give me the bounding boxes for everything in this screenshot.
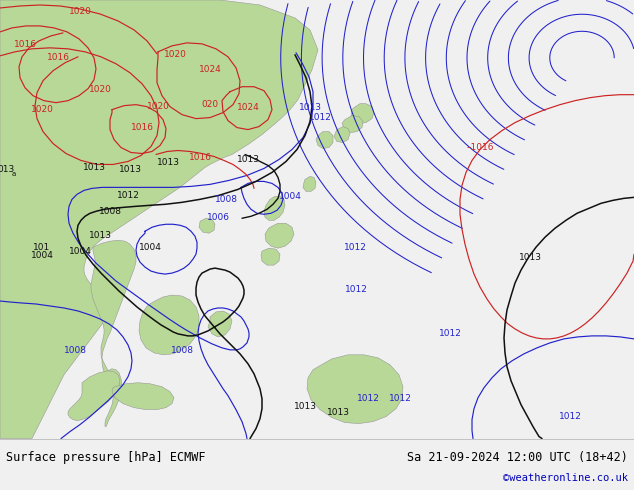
Text: 1008: 1008 xyxy=(63,346,86,355)
Text: 1013: 1013 xyxy=(519,253,541,262)
Text: 1013: 1013 xyxy=(119,165,141,174)
Polygon shape xyxy=(208,311,232,337)
Polygon shape xyxy=(112,383,174,410)
Text: 1012: 1012 xyxy=(344,243,366,252)
Text: 1012: 1012 xyxy=(344,285,368,294)
Polygon shape xyxy=(265,223,294,248)
Text: Surface pressure [hPa] ECMWF: Surface pressure [hPa] ECMWF xyxy=(6,451,205,464)
Text: 1012: 1012 xyxy=(439,329,462,339)
Polygon shape xyxy=(199,218,215,233)
Text: 020: 020 xyxy=(202,100,219,109)
Text: 013: 013 xyxy=(0,165,15,174)
Text: 1004: 1004 xyxy=(68,246,91,256)
Text: 1008: 1008 xyxy=(98,207,122,216)
Text: 1020: 1020 xyxy=(68,7,91,17)
Text: 101: 101 xyxy=(34,243,51,252)
Text: 1013: 1013 xyxy=(82,163,105,172)
Text: 1013: 1013 xyxy=(299,103,321,112)
Text: 1020: 1020 xyxy=(30,105,53,114)
Text: 1016: 1016 xyxy=(188,153,212,162)
Polygon shape xyxy=(261,248,280,265)
Polygon shape xyxy=(264,196,285,220)
Polygon shape xyxy=(342,116,363,133)
Text: 1013: 1013 xyxy=(89,231,112,240)
Text: 1004: 1004 xyxy=(278,192,301,201)
Text: 1012: 1012 xyxy=(389,394,411,403)
Text: a: a xyxy=(12,172,16,177)
Text: 1012: 1012 xyxy=(117,191,139,200)
Polygon shape xyxy=(303,176,316,192)
Text: 1012: 1012 xyxy=(356,394,379,403)
Polygon shape xyxy=(91,240,136,401)
Text: 1004: 1004 xyxy=(139,243,162,252)
Polygon shape xyxy=(334,126,350,143)
Text: Sa 21-09-2024 12:00 UTC (18+42): Sa 21-09-2024 12:00 UTC (18+42) xyxy=(407,451,628,464)
Text: 1013: 1013 xyxy=(294,402,316,411)
Text: 1013: 1013 xyxy=(236,155,259,164)
Text: 1016: 1016 xyxy=(13,40,37,49)
Text: 1013: 1013 xyxy=(327,408,349,417)
Text: 1006: 1006 xyxy=(207,213,230,222)
Text: 1013: 1013 xyxy=(157,158,179,167)
Text: 1016: 1016 xyxy=(46,53,70,62)
Text: 1020: 1020 xyxy=(146,102,169,111)
Polygon shape xyxy=(68,371,120,420)
Polygon shape xyxy=(307,355,403,423)
Text: 1016: 1016 xyxy=(131,123,153,132)
Text: ©weatheronline.co.uk: ©weatheronline.co.uk xyxy=(503,473,628,483)
Polygon shape xyxy=(0,0,318,439)
Polygon shape xyxy=(139,295,199,355)
Text: 1004: 1004 xyxy=(30,251,53,260)
Text: –1016: –1016 xyxy=(466,143,494,152)
Text: 1008: 1008 xyxy=(171,346,193,355)
Text: 1024: 1024 xyxy=(236,103,259,112)
Text: 1020: 1020 xyxy=(164,50,186,59)
Text: 1024: 1024 xyxy=(198,65,221,74)
Polygon shape xyxy=(105,369,122,427)
Text: 1008: 1008 xyxy=(214,195,238,204)
Text: 1020: 1020 xyxy=(89,85,112,94)
Polygon shape xyxy=(316,131,333,148)
Text: 1012: 1012 xyxy=(309,113,332,122)
Polygon shape xyxy=(351,104,374,123)
Text: 1012: 1012 xyxy=(559,412,581,421)
